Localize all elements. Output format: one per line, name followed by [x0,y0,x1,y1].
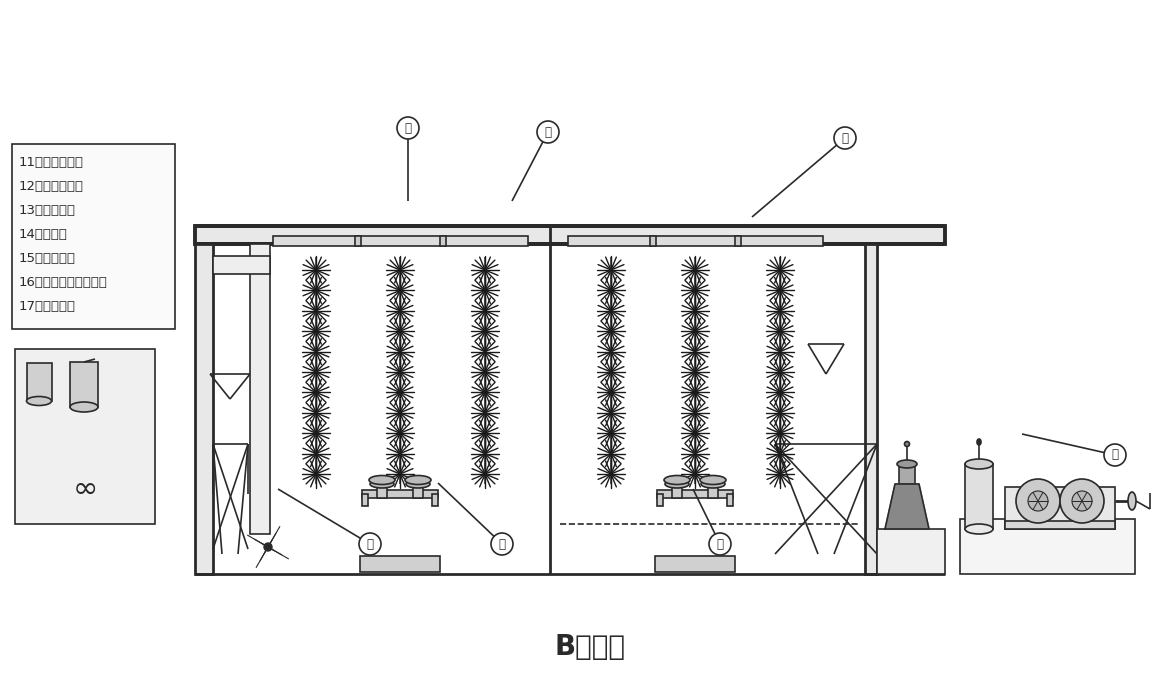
Bar [568,236,822,246]
Text: ⑮: ⑮ [841,131,848,145]
Ellipse shape [369,475,395,484]
Ellipse shape [27,396,52,405]
Text: ⑯: ⑯ [544,126,551,138]
Circle shape [491,533,513,555]
Bar [355,236,361,246]
Text: 13、集泥装置: 13、集泥装置 [19,203,76,217]
Circle shape [1028,491,1048,511]
Bar [273,236,528,246]
Ellipse shape [70,402,98,412]
Bar [899,464,915,484]
Circle shape [264,543,271,551]
Ellipse shape [665,480,689,488]
Bar [195,244,213,574]
Bar [377,484,387,498]
Text: ⑪: ⑪ [367,538,374,551]
Circle shape [1104,444,1126,466]
Bar [1005,487,1115,529]
Circle shape [537,121,559,143]
Ellipse shape [370,480,394,488]
Bar [654,556,736,572]
Bar [412,484,423,498]
Bar [709,484,718,498]
Ellipse shape [405,475,431,484]
Text: ⑫: ⑫ [498,538,505,551]
Text: 14、设备间: 14、设备间 [19,227,68,240]
Ellipse shape [700,475,726,484]
Ellipse shape [905,442,909,447]
Bar [70,362,98,407]
Bar [27,363,52,401]
Text: ⑭: ⑭ [1112,449,1119,461]
Bar [672,484,681,498]
Bar [960,519,1135,574]
Bar [12,144,175,329]
Text: 17、挂膜载体: 17、挂膜载体 [19,299,76,312]
Ellipse shape [407,480,430,488]
Bar [362,490,438,498]
Text: ∞: ∞ [73,475,98,503]
Bar [736,236,741,246]
Ellipse shape [897,460,916,468]
Ellipse shape [701,480,725,488]
Ellipse shape [976,439,981,445]
Bar [439,236,446,246]
Circle shape [1060,479,1104,523]
Text: ⑰: ⑰ [404,122,411,134]
Ellipse shape [965,459,993,469]
Bar [657,490,733,498]
Circle shape [709,533,731,555]
Ellipse shape [664,475,690,484]
Bar [1005,521,1115,529]
Circle shape [834,127,857,149]
Bar [865,244,877,574]
Bar [195,226,945,244]
Polygon shape [885,484,929,529]
Bar [877,529,945,574]
Ellipse shape [965,524,993,534]
Circle shape [397,117,419,139]
Bar [657,494,663,506]
Bar [650,236,656,246]
Circle shape [1072,491,1092,511]
Text: 16、挂膜载体支撑系统: 16、挂膜载体支撑系统 [19,275,108,289]
Bar [965,464,993,529]
Bar [432,494,438,506]
Text: 11、潜水推进器: 11、潜水推进器 [19,155,83,168]
Bar [250,244,270,534]
Circle shape [360,533,381,555]
Text: 12、微孔曝气器: 12、微孔曝气器 [19,180,83,192]
Text: ⑬: ⑬ [717,538,724,551]
Bar [727,494,733,506]
Bar [15,349,155,524]
Bar [213,256,270,274]
Circle shape [1016,479,1060,523]
Ellipse shape [1128,492,1136,510]
Text: 15、溢流系统: 15、溢流系统 [19,252,76,264]
Text: B面剖视: B面剖视 [555,633,625,661]
Bar [360,556,439,572]
Bar [362,494,368,506]
